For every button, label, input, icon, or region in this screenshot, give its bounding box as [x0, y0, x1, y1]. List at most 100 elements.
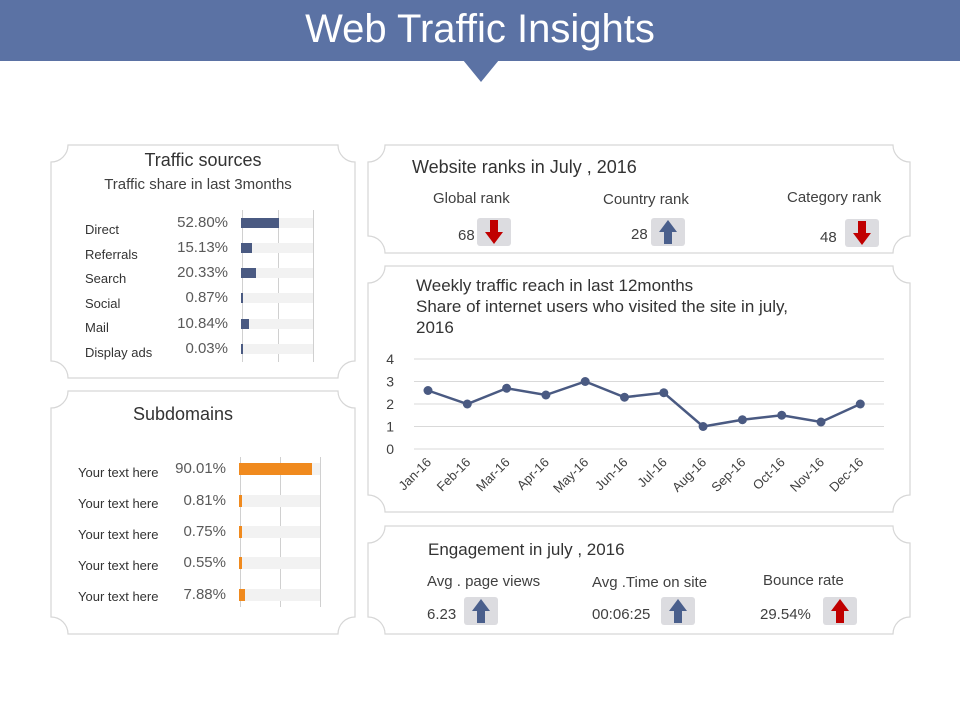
traffic-bar	[241, 344, 244, 354]
data-point	[777, 410, 787, 420]
data-point	[659, 388, 669, 398]
traffic-bar-track	[241, 319, 313, 329]
subdomain-label: Your text here	[78, 465, 159, 480]
subdomain-bar	[239, 495, 243, 507]
header-pointer	[463, 60, 499, 82]
y-tick-label: 1	[386, 419, 394, 435]
traffic-sources-title: Traffic sources	[144, 150, 262, 170]
rank-label: Category rank	[787, 189, 882, 206]
traffic-bar-track	[241, 218, 313, 228]
x-tick-label: Mar-16	[473, 455, 513, 495]
subdomain-bar	[239, 589, 246, 601]
ranks-card	[367, 144, 911, 254]
x-tick-label: Jul-16	[634, 455, 670, 491]
engagement-value: 29.54%	[760, 606, 811, 623]
subdomain-label: Your text here	[78, 558, 159, 573]
subdomain-label: Your text here	[78, 527, 159, 542]
engagement-label: Avg . page views	[427, 573, 541, 590]
x-tick-label: Aug-16	[669, 455, 709, 495]
traffic-label: Social	[85, 296, 121, 311]
engagement-title: Engagement in july , 2016	[428, 540, 625, 559]
traffic-label: Referrals	[85, 247, 138, 262]
traffic-gridline	[313, 210, 314, 362]
traffic-pct: 15.13%	[177, 239, 228, 256]
engagement-label: Avg .Time on site	[592, 574, 708, 591]
traffic-label: Mail	[85, 320, 109, 335]
subdomains-gridline	[320, 457, 321, 607]
y-tick-label: 0	[386, 441, 394, 457]
subdomain-bar-track	[239, 526, 320, 538]
subdomain-pct: 0.75%	[183, 523, 226, 540]
up-arrow-icon	[661, 597, 695, 625]
subdomain-label: Your text here	[78, 496, 159, 511]
traffic-reach-card	[367, 265, 911, 513]
data-point	[737, 415, 747, 425]
down-arrow-icon	[845, 219, 879, 247]
traffic-pct: 20.33%	[177, 264, 228, 281]
traffic-bar-track	[241, 243, 313, 253]
chart-subtitle-line1: Share of internet users who visited the …	[416, 297, 788, 316]
x-tick-label: Apr-16	[514, 455, 552, 493]
traffic-bar-track	[241, 268, 313, 278]
rank-value: 28	[631, 226, 648, 243]
subdomains-title: Subdomains	[132, 404, 234, 424]
series-line	[427, 380, 861, 428]
y-tick-label: 3	[386, 374, 394, 390]
rank-label: Country rank	[603, 191, 689, 208]
chart-title: Weekly traffic reach in last 12months	[416, 276, 694, 295]
traffic-bar	[241, 319, 249, 329]
data-point	[502, 383, 512, 393]
rank-value: 48	[820, 229, 837, 246]
up-arrow-icon	[464, 597, 498, 625]
chart-subtitle-line2: 2016	[416, 318, 454, 337]
up-arrow-icon	[823, 597, 857, 625]
traffic-bar	[241, 293, 244, 303]
x-tick-label: Jun-16	[592, 455, 631, 494]
traffic-sources-subtitle: Traffic share in last 3months	[104, 176, 292, 193]
subdomain-label: Your text here	[78, 589, 159, 604]
subdomain-bar-track	[239, 589, 320, 601]
header-bar	[0, 0, 960, 61]
ranks-title: Website ranks in July , 2016	[412, 157, 637, 177]
traffic-pct: 10.84%	[177, 315, 228, 332]
traffic-label: Direct	[85, 222, 119, 237]
subdomain-bar	[239, 557, 243, 569]
subdomain-bar-track	[239, 463, 320, 475]
subdomain-bar	[239, 463, 312, 475]
traffic-bar	[241, 218, 280, 228]
subdomain-bar-track	[239, 495, 320, 507]
traffic-sources-card	[50, 144, 356, 379]
x-tick-label: May-16	[550, 455, 591, 496]
subdomain-pct: 0.55%	[183, 554, 226, 571]
engagement-label: Bounce rate	[763, 572, 844, 589]
data-point	[462, 399, 472, 409]
traffic-label: Display ads	[85, 345, 153, 360]
traffic-pct: 0.03%	[185, 340, 228, 357]
engagement-card	[367, 525, 911, 635]
y-tick-label: 2	[386, 396, 394, 412]
x-tick-label: Jan-16	[395, 455, 434, 494]
rank-value: 68	[458, 227, 475, 244]
y-tick-label: 4	[386, 351, 394, 367]
traffic-bar-track	[241, 293, 313, 303]
subdomain-pct: 0.81%	[183, 492, 226, 509]
x-tick-label: Dec-16	[826, 455, 866, 495]
traffic-pct: 0.87%	[185, 289, 228, 306]
subdomain-pct: 90.01%	[175, 460, 226, 477]
engagement-value: 6.23	[427, 606, 457, 623]
data-point	[698, 422, 708, 431]
traffic-gridline	[278, 210, 279, 362]
down-arrow-icon	[477, 218, 511, 246]
traffic-bar	[241, 243, 252, 253]
data-point	[620, 392, 629, 402]
subdomains-card	[50, 390, 356, 635]
page-title: Web Traffic Insights	[305, 7, 655, 51]
x-tick-label: Feb-16	[434, 455, 474, 495]
data-point	[816, 417, 826, 427]
traffic-bar	[241, 268, 256, 278]
subdomain-bar-track	[239, 557, 320, 569]
x-tick-label: Sep-16	[708, 455, 748, 495]
traffic-gridline	[242, 210, 243, 362]
